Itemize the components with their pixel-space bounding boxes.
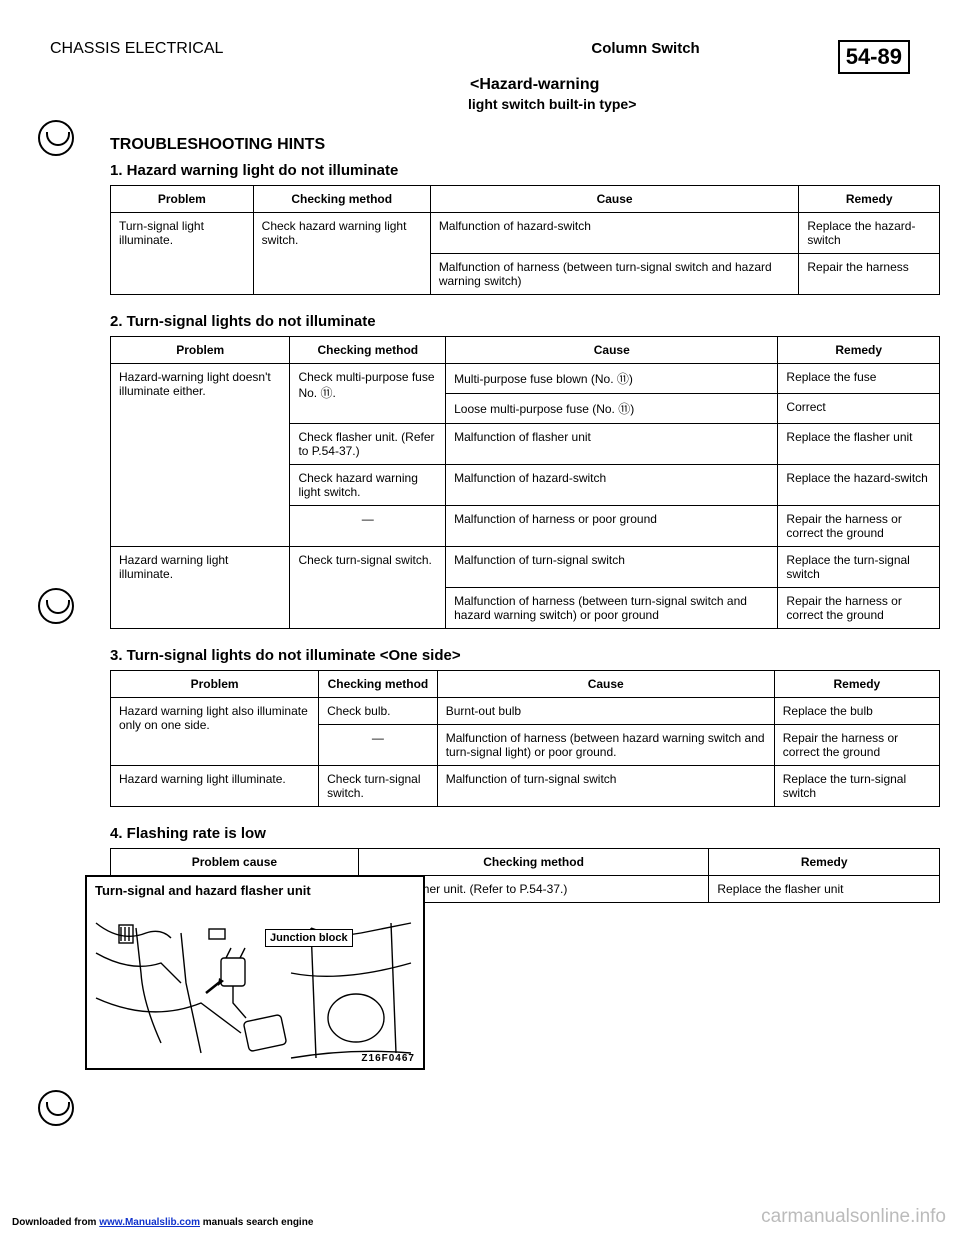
table-cell: Malfunction of turn-signal switch bbox=[446, 547, 778, 588]
footer: Downloaded from www.Manualslib.com manua… bbox=[12, 1217, 313, 1228]
margin-circle-icon bbox=[38, 120, 74, 156]
col-header: Cause bbox=[437, 671, 774, 698]
troubleshooting-title: TROUBLESHOOTING HINTS bbox=[110, 136, 910, 154]
col-header: Checking method bbox=[290, 337, 446, 364]
table-cell: Turn-signal light illuminate. bbox=[111, 213, 254, 295]
table-cell: Replace the fuse bbox=[778, 364, 940, 394]
page-number: 54-89 bbox=[838, 40, 910, 74]
table-cell: Check flasher unit. (Refer to P.54-37.) bbox=[290, 424, 446, 465]
table-cell: Check turn-signal switch. bbox=[319, 766, 438, 807]
table-cell: Multi-purpose fuse blown (No. ⑪) bbox=[446, 364, 778, 394]
figure-sketch-icon bbox=[91, 903, 421, 1065]
flasher-unit-figure: Turn-signal and hazard flasher unit bbox=[85, 875, 425, 1070]
footer-prefix: Downloaded from bbox=[12, 1217, 99, 1228]
table-cell: Loose multi-purpose fuse (No. ⑪) bbox=[446, 394, 778, 424]
table-cell: Malfunction of turn-signal switch bbox=[437, 766, 774, 807]
col-header: Problem cause bbox=[111, 849, 359, 876]
header-left-title: CHASSIS ELECTRICAL bbox=[50, 40, 223, 58]
col-header: Remedy bbox=[799, 186, 940, 213]
table-cell: Malfunction of hazard-switch bbox=[430, 213, 799, 254]
header-center-title: Column Switch bbox=[591, 40, 699, 57]
junction-block-label: Junction block bbox=[265, 929, 353, 947]
table-cell: Check multi-purpose fuse No. ⑪. bbox=[290, 364, 446, 424]
section3-table: Problem Checking method Cause Remedy Haz… bbox=[110, 670, 940, 807]
table-cell: Malfunction of harness (between turn-sig… bbox=[430, 254, 799, 295]
col-header: Checking method bbox=[253, 186, 430, 213]
table-cell: Malfunction of hazard-switch bbox=[446, 465, 778, 506]
footer-link[interactable]: www.Manualslib.com bbox=[99, 1217, 200, 1228]
col-header: Cause bbox=[446, 337, 778, 364]
table-cell: Hazard warning light illuminate. bbox=[111, 766, 319, 807]
table-cell: Malfunction of harness (between hazard w… bbox=[437, 725, 774, 766]
table-cell: Repair the harness bbox=[799, 254, 940, 295]
footer-suffix: manuals search engine bbox=[203, 1217, 314, 1228]
table-cell: Replace the flasher unit bbox=[709, 876, 940, 903]
table-cell: Replace the hazard-switch bbox=[778, 465, 940, 506]
col-header: Problem bbox=[111, 671, 319, 698]
table-cell: Malfunction of harness or poor ground bbox=[446, 506, 778, 547]
figure-title: Turn-signal and hazard flasher unit bbox=[95, 883, 311, 898]
table-cell: Malfunction of flasher unit bbox=[446, 424, 778, 465]
table-cell: Check hazard warning light switch. bbox=[253, 213, 430, 295]
table-cell: Malfunction of harness (between turn-sig… bbox=[446, 588, 778, 629]
hazard-subheader-1: <Hazard-warning bbox=[470, 76, 910, 94]
section1-subtitle: 1. Hazard warning light do not illuminat… bbox=[110, 162, 910, 179]
table-cell: Check hazard warning light switch. bbox=[290, 465, 446, 506]
col-header: Cause bbox=[430, 186, 799, 213]
col-header: Remedy bbox=[774, 671, 939, 698]
table-cell: Hazard warning light also illuminate onl… bbox=[111, 698, 319, 766]
table-cell: Check bulb. bbox=[319, 698, 438, 725]
col-header: Remedy bbox=[709, 849, 940, 876]
table-cell: — bbox=[319, 725, 438, 766]
section2-table: Problem Checking method Cause Remedy Haz… bbox=[110, 336, 940, 629]
col-header: Problem bbox=[111, 186, 254, 213]
col-header: Checking method bbox=[358, 849, 709, 876]
hazard-subheader-2: light switch built-in type> bbox=[468, 96, 910, 112]
page-header: CHASSIS ELECTRICAL Column Switch 54-89 bbox=[50, 40, 910, 74]
table-cell: Replace the turn-signal switch bbox=[778, 547, 940, 588]
table-cell: Replace the flasher unit bbox=[778, 424, 940, 465]
table-cell: Hazard-warning light doesn't illuminate … bbox=[111, 364, 290, 547]
table-cell: Repair the harness or correct the ground bbox=[778, 506, 940, 547]
col-header: Remedy bbox=[778, 337, 940, 364]
figure-code: Z16F0467 bbox=[361, 1053, 415, 1064]
table-cell: Replace the bulb bbox=[774, 698, 939, 725]
margin-circle-icon bbox=[38, 588, 74, 624]
table-cell: Replace the turn-signal switch bbox=[774, 766, 939, 807]
watermark: carmanualsonline.info bbox=[761, 1206, 946, 1228]
col-header: Problem bbox=[111, 337, 290, 364]
section1-table: Problem Checking method Cause Remedy Tur… bbox=[110, 185, 940, 295]
table-cell: Correct bbox=[778, 394, 940, 424]
table-cell: Burnt-out bulb bbox=[437, 698, 774, 725]
section3-subtitle: 3. Turn-signal lights do not illuminate … bbox=[110, 647, 910, 664]
col-header: Checking method bbox=[319, 671, 438, 698]
table-cell: Replace the hazard-switch bbox=[799, 213, 940, 254]
margin-circle-icon bbox=[38, 1090, 74, 1126]
table-cell: Repair the harness or correct the ground bbox=[778, 588, 940, 629]
section4-subtitle: 4. Flashing rate is low bbox=[110, 825, 910, 842]
table-cell: Repair the harness or correct the ground bbox=[774, 725, 939, 766]
table-cell: Check turn-signal switch. bbox=[290, 547, 446, 629]
table-cell: Hazard warning light illuminate. bbox=[111, 547, 290, 629]
table-cell: — bbox=[290, 506, 446, 547]
section2-subtitle: 2. Turn-signal lights do not illuminate bbox=[110, 313, 910, 330]
